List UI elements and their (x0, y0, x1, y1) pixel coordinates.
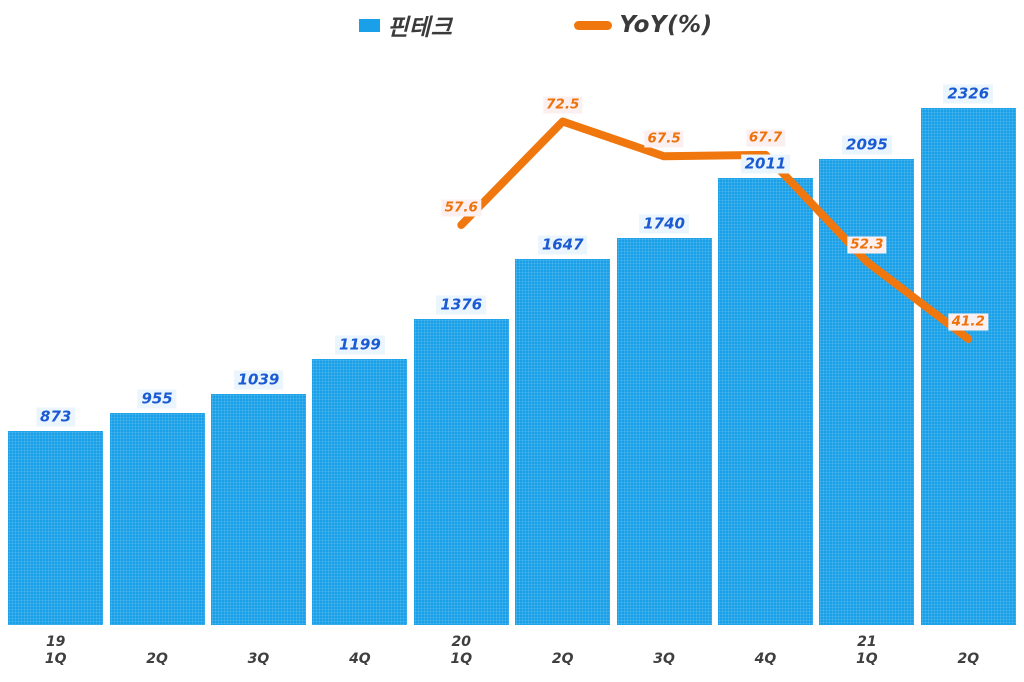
yoy-value-label-21-1Q: 52.3 (847, 236, 887, 254)
x-tick-20-3Q: 3Q (653, 651, 675, 667)
bar-value-label-19-4Q: 1199 (335, 335, 385, 354)
yoy-value-label-20-2Q: 72.5 (543, 96, 583, 113)
bar-21-2Q (920, 107, 1016, 625)
bar-20-3Q (616, 238, 712, 625)
bar-19-1Q (8, 430, 104, 625)
bar-value-label-20-2Q: 1647 (537, 235, 588, 255)
yoy-line-swatch-icon (574, 20, 613, 30)
legend-item-yoy: YoY(%) (574, 8, 712, 42)
yoy-line (457, 117, 973, 343)
bar-19-2Q (109, 412, 205, 625)
x-tick-19-3Q: 3Q (247, 651, 270, 667)
bar-19-4Q (312, 358, 408, 625)
yoy-value-label-20-3Q: 67.5 (644, 130, 684, 148)
x-tick-20-4Q: 4Q (754, 651, 777, 667)
bar-20-1Q (413, 319, 509, 625)
bar-value-label-20-3Q: 1740 (639, 214, 689, 234)
bar-value-label-20-1Q: 1376 (436, 295, 487, 315)
x-tick-19-1Q: 19 1Q (44, 634, 67, 667)
bar-value-label-19-2Q: 955 (137, 389, 177, 409)
yoy-legend-label: YoY(%) (619, 12, 713, 38)
bar-value-label-21-1Q: 2095 (842, 135, 892, 155)
x-tick-21-1Q: 21 1Q (856, 634, 878, 667)
fintech-bar-swatch-icon (359, 18, 381, 32)
bar-20-4Q (718, 177, 813, 625)
bar-value-label-19-1Q: 873 (36, 407, 76, 427)
legend-item-fintech: 핀테크 (359, 8, 452, 42)
bar-value-label-19-3Q: 1039 (233, 370, 284, 390)
x-tick-21-2Q: 2Q (957, 651, 980, 667)
x-tick-20-1Q: 20 1Q (450, 634, 473, 667)
x-tick-19-2Q: 2Q (146, 651, 168, 667)
yoy-value-label-20-1Q: 57.6 (441, 199, 481, 217)
fintech-legend-label: 핀테크 (387, 15, 453, 41)
bar-20-2Q (515, 258, 611, 625)
bar-19-3Q (211, 394, 306, 625)
x-tick-20-2Q: 2Q (551, 651, 574, 667)
yoy-value-label-20-4Q: 67.7 (745, 129, 786, 147)
legend: 핀테크 YoY(%) (0, 8, 1024, 42)
bar-value-label-20-4Q: 2011 (740, 154, 791, 174)
bar-value-label-21-2Q: 2326 (943, 84, 994, 104)
x-tick-19-4Q: 4Q (349, 651, 371, 667)
yoy-value-label-21-2Q: 41.2 (948, 313, 988, 331)
